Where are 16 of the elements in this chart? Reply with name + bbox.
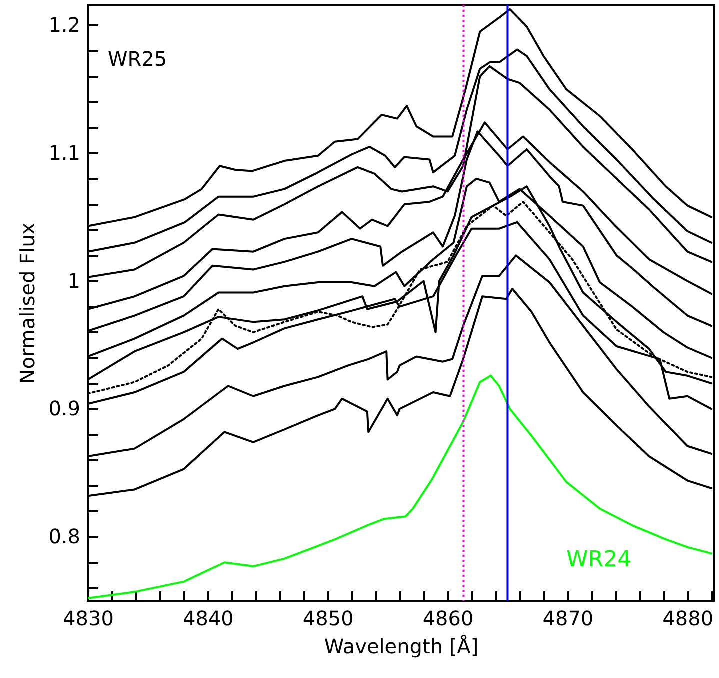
x-tick-label: 4880 <box>662 606 714 630</box>
y-tick-label: 1 <box>68 268 80 293</box>
y-tick-label: 0.8 <box>48 524 80 549</box>
series-label: WR24 <box>566 548 632 573</box>
annotation: WR25 <box>108 47 168 71</box>
y-tick-label: 1.2 <box>48 12 80 37</box>
line-series <box>88 374 713 600</box>
y-tick-label: 1.1 <box>48 140 80 165</box>
x-tick-label: 4840 <box>182 606 234 630</box>
x-tick-label: 4860 <box>422 606 474 630</box>
x-tick-label: 4850 <box>302 606 354 630</box>
x-tick-label: 4870 <box>542 606 594 630</box>
y-axis-title: Normalised Flux <box>16 222 40 384</box>
x-axis-title: Wavelength [Å] <box>324 634 479 658</box>
y-tick-label: 0.9 <box>48 396 80 421</box>
x-tick-label: 4830 <box>63 606 114 630</box>
